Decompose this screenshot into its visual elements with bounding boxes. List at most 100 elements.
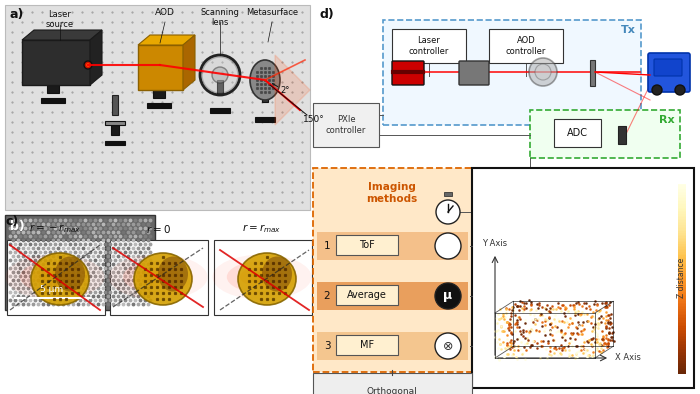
Text: 3: 3 bbox=[323, 341, 330, 351]
Circle shape bbox=[435, 233, 461, 259]
Bar bbox=[678, 318, 686, 320]
FancyBboxPatch shape bbox=[530, 110, 680, 158]
Ellipse shape bbox=[122, 261, 193, 293]
Bar bbox=[110, 240, 208, 315]
Bar bbox=[678, 369, 686, 371]
Bar bbox=[678, 287, 686, 288]
Bar bbox=[678, 277, 686, 279]
FancyBboxPatch shape bbox=[392, 29, 466, 63]
Bar bbox=[111, 125, 119, 135]
Ellipse shape bbox=[55, 256, 85, 292]
Bar bbox=[444, 192, 452, 196]
Text: PXIe
controller: PXIe controller bbox=[326, 115, 366, 135]
Text: ⊗: ⊗ bbox=[442, 340, 454, 353]
Bar bbox=[678, 197, 686, 198]
Bar bbox=[678, 333, 686, 335]
Text: Orthogonal
sequences
Generation: Orthogonal sequences Generation bbox=[367, 387, 417, 394]
Bar bbox=[678, 325, 686, 327]
Bar bbox=[678, 203, 686, 204]
Bar bbox=[678, 306, 686, 307]
Circle shape bbox=[84, 61, 92, 69]
Circle shape bbox=[535, 64, 551, 80]
Text: Z distance: Z distance bbox=[678, 258, 687, 298]
Text: AOD
controller: AOD controller bbox=[506, 36, 546, 56]
Bar bbox=[678, 216, 686, 217]
Bar bbox=[678, 200, 686, 201]
Bar bbox=[678, 271, 686, 273]
Bar bbox=[678, 309, 686, 310]
Bar bbox=[7, 240, 105, 315]
Bar bbox=[678, 323, 686, 325]
Bar bbox=[678, 242, 686, 244]
FancyBboxPatch shape bbox=[392, 61, 424, 85]
FancyBboxPatch shape bbox=[313, 168, 472, 372]
Bar bbox=[678, 273, 686, 274]
FancyBboxPatch shape bbox=[459, 61, 489, 85]
Bar bbox=[678, 336, 686, 338]
Text: 1: 1 bbox=[323, 241, 330, 251]
Bar bbox=[678, 364, 686, 366]
Bar bbox=[678, 357, 686, 358]
Circle shape bbox=[435, 283, 461, 309]
Bar bbox=[678, 312, 686, 314]
Text: ADC: ADC bbox=[566, 128, 587, 138]
Bar bbox=[678, 282, 686, 284]
Bar bbox=[678, 326, 686, 328]
Polygon shape bbox=[90, 30, 102, 85]
Bar bbox=[678, 315, 686, 317]
Bar bbox=[678, 331, 686, 333]
Text: Y Axis: Y Axis bbox=[482, 239, 508, 248]
Text: X Axis: X Axis bbox=[615, 353, 641, 362]
Polygon shape bbox=[22, 30, 102, 40]
FancyBboxPatch shape bbox=[336, 235, 398, 255]
FancyBboxPatch shape bbox=[336, 335, 398, 355]
Bar bbox=[678, 214, 686, 216]
Bar bbox=[678, 296, 686, 298]
Bar bbox=[678, 198, 686, 200]
Bar bbox=[255, 117, 275, 122]
Bar bbox=[678, 363, 686, 364]
Bar bbox=[214, 240, 312, 315]
Ellipse shape bbox=[20, 261, 90, 293]
Bar bbox=[678, 279, 686, 281]
Bar bbox=[678, 328, 686, 330]
Text: 5 μm: 5 μm bbox=[41, 285, 64, 294]
Bar bbox=[678, 314, 686, 316]
Bar bbox=[678, 295, 686, 296]
Bar bbox=[678, 249, 686, 251]
Bar bbox=[678, 293, 686, 295]
Bar bbox=[217, 80, 223, 95]
FancyBboxPatch shape bbox=[383, 20, 641, 125]
Text: Average: Average bbox=[347, 290, 387, 300]
Bar bbox=[678, 217, 686, 219]
Text: Tx: Tx bbox=[621, 25, 636, 35]
Bar bbox=[678, 223, 686, 225]
Bar bbox=[678, 340, 686, 342]
Ellipse shape bbox=[31, 253, 89, 305]
Bar bbox=[678, 186, 686, 187]
Bar bbox=[678, 206, 686, 208]
Bar bbox=[678, 245, 686, 247]
Polygon shape bbox=[138, 35, 195, 45]
Bar bbox=[112, 95, 118, 115]
FancyBboxPatch shape bbox=[5, 5, 310, 210]
Text: Metasurface: Metasurface bbox=[246, 8, 298, 17]
Circle shape bbox=[435, 333, 461, 359]
Circle shape bbox=[675, 85, 685, 95]
Bar bbox=[678, 317, 686, 319]
Bar bbox=[678, 230, 686, 232]
Bar bbox=[678, 268, 686, 269]
Ellipse shape bbox=[238, 253, 296, 305]
Bar bbox=[678, 263, 686, 265]
FancyBboxPatch shape bbox=[489, 29, 563, 63]
Ellipse shape bbox=[145, 271, 172, 283]
FancyBboxPatch shape bbox=[22, 40, 90, 85]
Bar bbox=[5, 215, 155, 310]
Bar bbox=[678, 372, 686, 374]
Bar bbox=[678, 269, 686, 271]
Bar bbox=[678, 353, 686, 355]
Bar bbox=[678, 265, 686, 266]
Bar bbox=[590, 60, 595, 86]
Bar bbox=[678, 344, 686, 346]
Bar bbox=[678, 234, 686, 236]
